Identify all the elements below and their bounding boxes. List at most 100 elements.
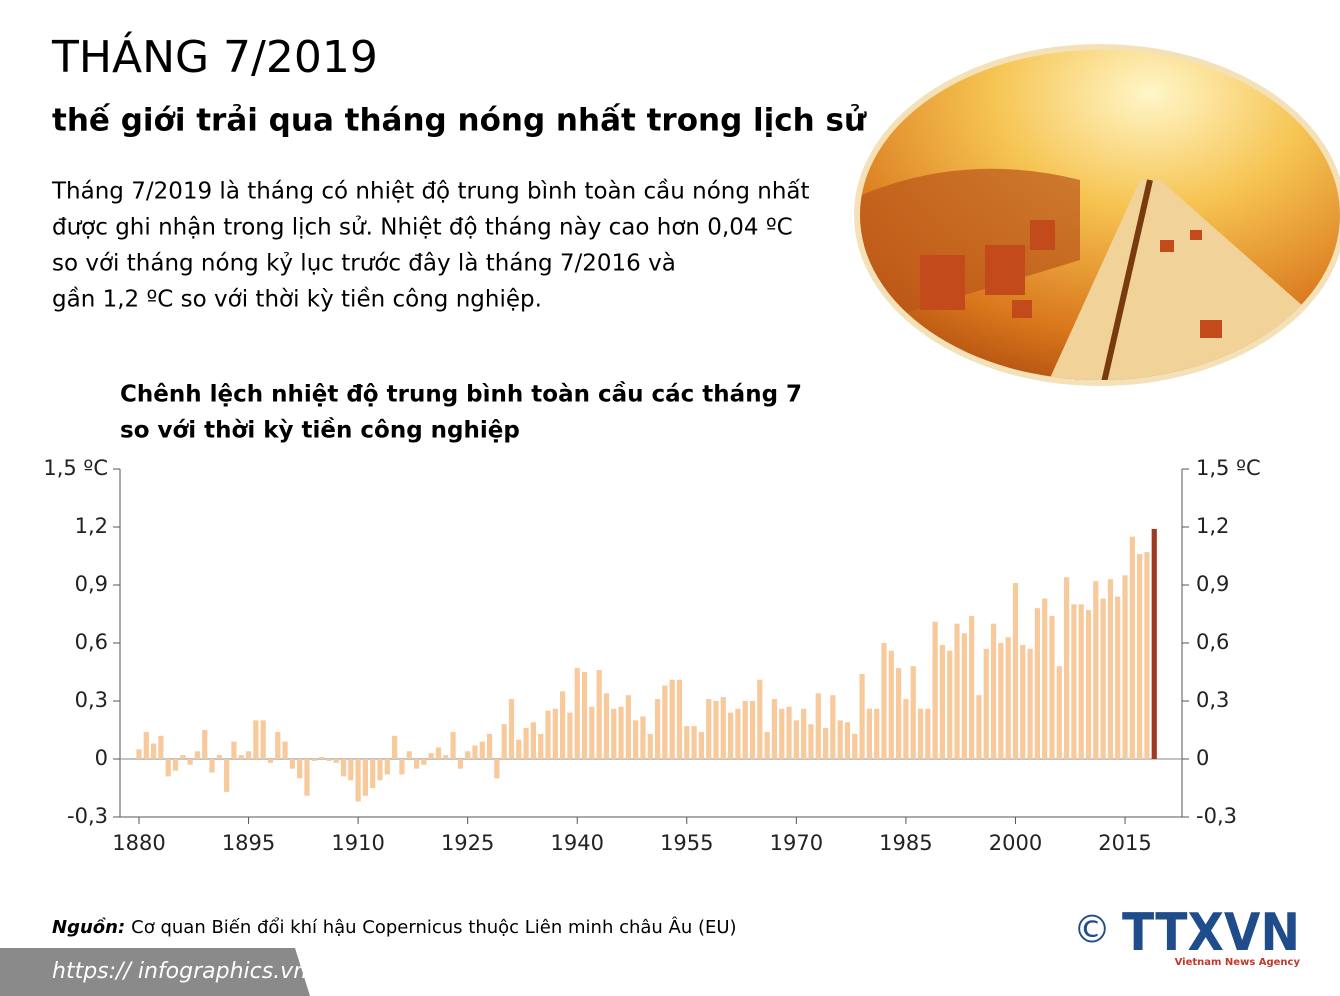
source: Nguồn: Cơ quan Biến đổi khí hậu Copernicu… [52, 916, 737, 938]
copyright: © [1073, 908, 1111, 952]
bar [1093, 581, 1099, 759]
bar [1049, 615, 1055, 759]
bar [910, 666, 916, 759]
bar [421, 759, 427, 765]
bar [881, 643, 887, 759]
bar [311, 759, 317, 761]
bar [735, 708, 741, 759]
y-tick-label: 0,9 [75, 572, 108, 596]
bar [866, 708, 872, 759]
y-tick-label: 0,3 [75, 688, 108, 712]
url-band [0, 948, 310, 996]
bar [202, 730, 208, 759]
bar [194, 751, 201, 759]
x-tick-label: 1910 [331, 831, 384, 855]
bar [859, 673, 865, 759]
bar [567, 712, 573, 759]
bar [786, 706, 792, 759]
bar [165, 759, 171, 777]
bar [216, 755, 222, 759]
bar [523, 728, 529, 759]
agency: Vietnam News Agency [1175, 957, 1301, 968]
bar [399, 759, 405, 775]
bar [844, 722, 851, 759]
y-tick-label: 1,5 ºC [43, 456, 108, 480]
bar [713, 701, 719, 759]
bar [435, 747, 442, 759]
bar [260, 720, 266, 759]
bar [947, 650, 953, 759]
bar [180, 755, 186, 759]
bar [1056, 666, 1062, 759]
bar [764, 731, 770, 759]
bar [479, 741, 485, 759]
source-label: Nguồn: [52, 917, 125, 938]
bar [1144, 552, 1150, 759]
bar [983, 648, 989, 759]
bar [289, 759, 295, 769]
bar [1005, 637, 1011, 759]
bar [297, 759, 303, 779]
bar [516, 739, 522, 759]
bar [603, 693, 610, 759]
bar [245, 751, 252, 759]
x-tick-label: 2015 [1098, 831, 1151, 855]
y-tick-label: 0 [95, 746, 108, 770]
x-tick-label: 1985 [879, 831, 932, 855]
bar [501, 724, 507, 759]
bar [815, 693, 821, 759]
bar [560, 691, 566, 759]
bar [625, 695, 631, 759]
logo: TTXVN [1122, 903, 1300, 963]
bar [340, 759, 347, 777]
bar [574, 668, 580, 759]
bar [581, 672, 588, 759]
bar [348, 759, 354, 781]
bar [1063, 577, 1070, 759]
paragraph-line: Tháng 7/2019 là tháng có nhiệt độ trung … [51, 179, 810, 205]
bar [589, 706, 595, 759]
bar [304, 759, 310, 796]
bar [757, 679, 763, 759]
bar [457, 759, 463, 769]
bar [874, 708, 880, 759]
bar [143, 731, 149, 759]
bar [1122, 575, 1128, 759]
chart-title-line: Chênh lệch nhiệt độ trung bình toàn cầu … [120, 381, 802, 408]
bar [618, 706, 624, 759]
bar [698, 731, 704, 759]
bar [238, 755, 244, 759]
bar [998, 643, 1004, 759]
paragraph-line: được ghi nhận trong lịch sử. Nhiệt độ th… [52, 215, 793, 241]
y-tick-label: 1,2 [75, 514, 108, 538]
bar [779, 708, 785, 759]
bar [355, 759, 361, 802]
bar [822, 728, 829, 759]
bar [888, 650, 894, 759]
bar [231, 741, 237, 759]
bar [282, 741, 288, 759]
y2-tick-label: 0,6 [1196, 630, 1229, 654]
bar [749, 701, 756, 759]
bar [377, 759, 383, 781]
bar [669, 679, 675, 759]
bar [370, 759, 376, 788]
bar [136, 749, 142, 759]
y2-tick-label: 1,5 ºC [1196, 456, 1261, 480]
bar [187, 759, 193, 765]
bar [1034, 608, 1040, 759]
bar [486, 733, 493, 759]
y2-tick-label: 0,3 [1196, 688, 1229, 712]
chart-title: Chênh lệch nhiệt độ trung bình toàn cầu … [120, 381, 802, 444]
bar [1085, 610, 1092, 759]
chart-title-line: so với thời kỳ tiền công nghiệp [120, 417, 520, 444]
bar [691, 726, 697, 759]
y2-tick-label: 0,9 [1196, 572, 1229, 596]
bar [706, 699, 712, 759]
photo [854, 44, 1340, 386]
bar [1129, 536, 1135, 759]
x-tick-label: 1955 [660, 831, 713, 855]
bar [662, 685, 668, 759]
x-tick-label: 2000 [989, 831, 1042, 855]
